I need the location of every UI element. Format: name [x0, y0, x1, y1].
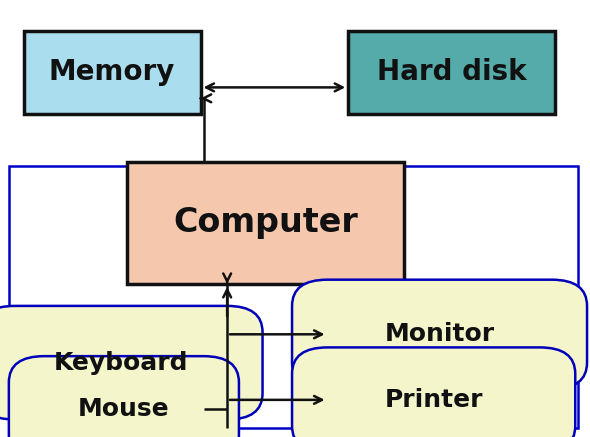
Text: Computer: Computer: [173, 206, 358, 239]
Text: Keyboard: Keyboard: [54, 351, 188, 375]
FancyBboxPatch shape: [292, 280, 587, 389]
FancyBboxPatch shape: [348, 31, 555, 114]
FancyBboxPatch shape: [9, 356, 239, 437]
FancyBboxPatch shape: [292, 347, 575, 437]
Text: Mouse: Mouse: [78, 397, 170, 420]
Text: Hard disk: Hard disk: [376, 58, 526, 86]
Text: Printer: Printer: [385, 388, 483, 412]
Text: Monitor: Monitor: [385, 323, 494, 346]
FancyBboxPatch shape: [24, 31, 201, 114]
Text: Memory: Memory: [49, 58, 175, 86]
FancyBboxPatch shape: [127, 162, 404, 284]
FancyBboxPatch shape: [0, 306, 263, 420]
